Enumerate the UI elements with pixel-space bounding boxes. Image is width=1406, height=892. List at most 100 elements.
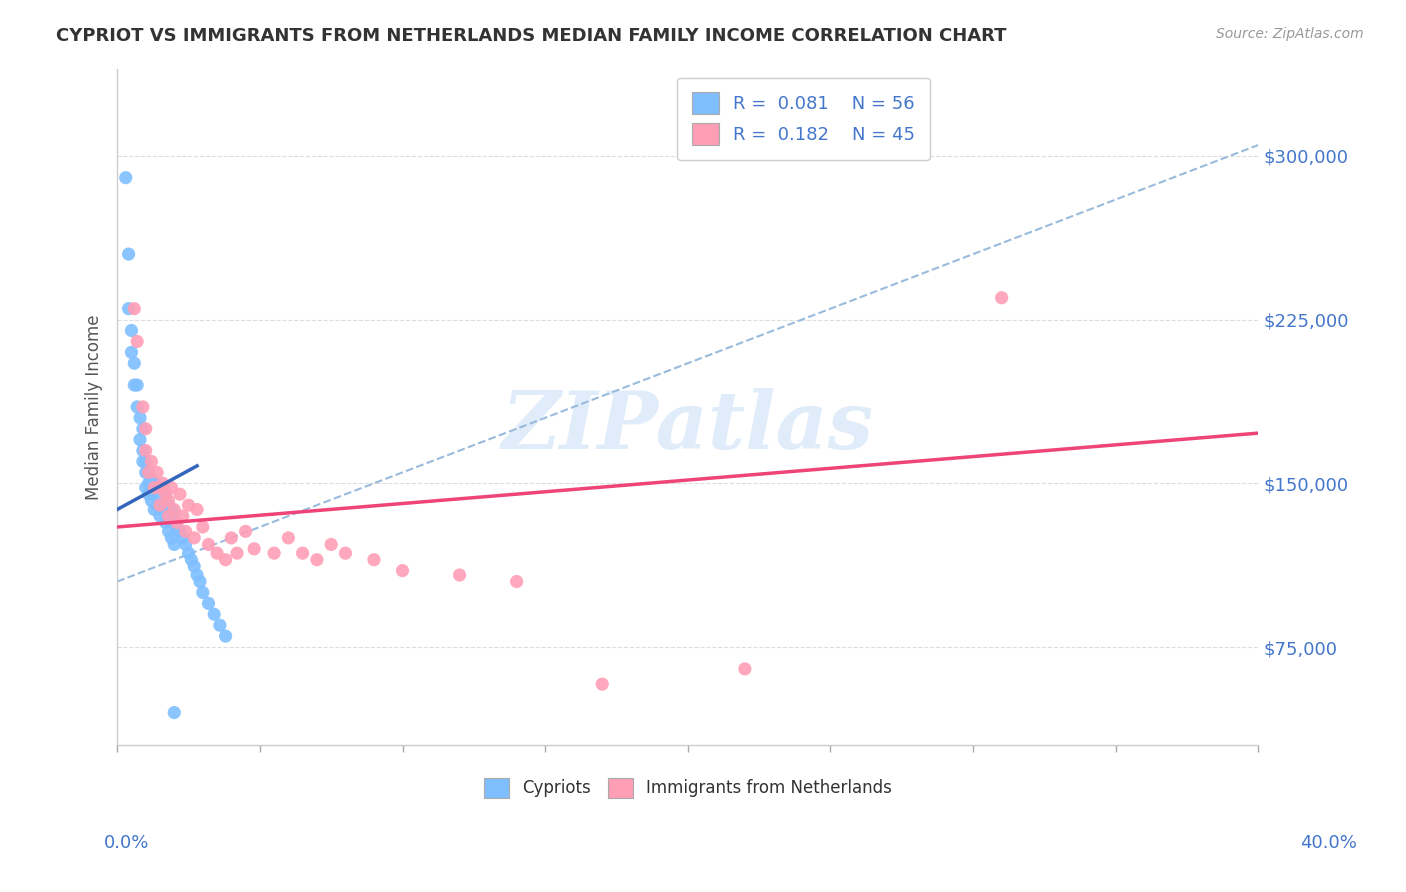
Point — [186, 502, 208, 516]
Point — [177, 498, 200, 512]
Point — [180, 552, 202, 566]
Point — [177, 546, 200, 560]
Point — [172, 531, 194, 545]
Point — [141, 454, 163, 468]
Point — [277, 531, 299, 545]
Point — [135, 466, 157, 480]
Point — [135, 481, 157, 495]
Point — [143, 481, 166, 495]
Point — [132, 400, 155, 414]
Point — [449, 568, 471, 582]
Point — [163, 706, 186, 720]
Legend: Cypriots, Immigrants from Netherlands: Cypriots, Immigrants from Netherlands — [477, 771, 898, 805]
Point — [132, 422, 155, 436]
Point — [146, 481, 169, 495]
Point — [197, 596, 219, 610]
Point — [990, 291, 1012, 305]
Point — [132, 454, 155, 468]
Point — [157, 524, 180, 539]
Point — [143, 481, 166, 495]
Point — [169, 487, 191, 501]
Point — [143, 502, 166, 516]
Point — [221, 531, 243, 545]
Point — [505, 574, 527, 589]
Point — [114, 170, 136, 185]
Point — [197, 537, 219, 551]
Point — [127, 378, 149, 392]
Point — [183, 559, 205, 574]
Point — [160, 502, 183, 516]
Point — [591, 677, 613, 691]
Point — [129, 410, 152, 425]
Point — [174, 537, 197, 551]
Point — [127, 400, 149, 414]
Point — [149, 481, 172, 495]
Point — [149, 509, 172, 524]
Point — [138, 466, 160, 480]
Text: 40.0%: 40.0% — [1301, 834, 1357, 852]
Point — [155, 487, 177, 501]
Point — [124, 301, 146, 316]
Point — [202, 607, 225, 622]
Text: 0.0%: 0.0% — [104, 834, 149, 852]
Point — [149, 481, 172, 495]
Y-axis label: Median Family Income: Median Family Income — [86, 314, 103, 500]
Point — [191, 520, 214, 534]
Point — [186, 568, 208, 582]
Text: Source: ZipAtlas.com: Source: ZipAtlas.com — [1216, 27, 1364, 41]
Point — [188, 574, 211, 589]
Point — [166, 520, 188, 534]
Point — [152, 502, 174, 516]
Point — [146, 498, 169, 512]
Point — [163, 509, 186, 524]
Point — [117, 247, 139, 261]
Point — [138, 466, 160, 480]
Point — [363, 552, 385, 566]
Text: CYPRIOT VS IMMIGRANTS FROM NETHERLANDS MEDIAN FAMILY INCOME CORRELATION CHART: CYPRIOT VS IMMIGRANTS FROM NETHERLANDS M… — [56, 27, 1007, 45]
Text: ZIPatlas: ZIPatlas — [502, 388, 875, 466]
Point — [135, 454, 157, 468]
Point — [149, 487, 172, 501]
Point — [160, 481, 183, 495]
Point — [163, 537, 186, 551]
Point — [135, 443, 157, 458]
Point — [138, 487, 160, 501]
Point — [305, 552, 328, 566]
Point — [163, 502, 186, 516]
Point — [169, 524, 191, 539]
Point — [174, 524, 197, 539]
Point — [141, 472, 163, 486]
Point — [226, 546, 249, 560]
Point — [141, 493, 163, 508]
Point — [214, 552, 236, 566]
Point — [143, 476, 166, 491]
Point — [135, 422, 157, 436]
Point — [152, 476, 174, 491]
Point — [166, 516, 188, 530]
Point — [117, 301, 139, 316]
Point — [335, 546, 357, 560]
Point — [132, 443, 155, 458]
Point — [214, 629, 236, 643]
Point — [191, 585, 214, 599]
Point — [129, 433, 152, 447]
Point — [160, 531, 183, 545]
Point — [146, 466, 169, 480]
Point — [291, 546, 314, 560]
Point — [149, 498, 172, 512]
Point — [138, 476, 160, 491]
Point — [155, 487, 177, 501]
Point — [263, 546, 285, 560]
Point — [120, 345, 142, 359]
Point — [120, 324, 142, 338]
Point — [235, 524, 257, 539]
Point — [157, 498, 180, 512]
Point — [127, 334, 149, 349]
Point — [157, 509, 180, 524]
Point — [124, 378, 146, 392]
Point — [243, 541, 266, 556]
Point — [124, 356, 146, 370]
Point — [155, 516, 177, 530]
Point — [157, 493, 180, 508]
Point — [321, 537, 343, 551]
